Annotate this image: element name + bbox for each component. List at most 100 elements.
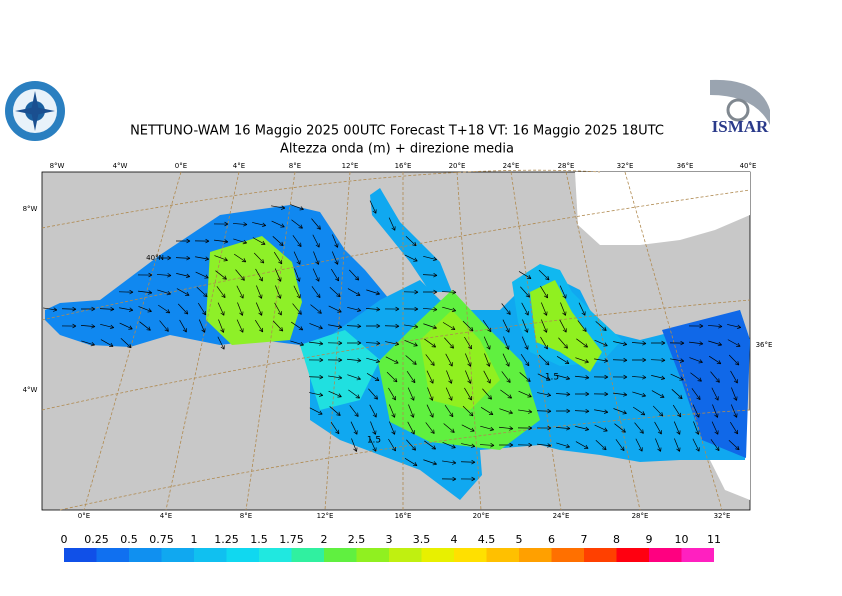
arrow: [500, 389, 512, 399]
arrow-head: [448, 379, 453, 384]
arrow: [81, 340, 95, 346]
arrow-head: [391, 226, 396, 231]
arrow: [423, 323, 437, 329]
legend-level: 1: [191, 533, 198, 546]
meridian: [165, 171, 240, 511]
arrow: [595, 321, 607, 331]
arrow-head: [259, 327, 264, 333]
arrow: [537, 373, 551, 381]
arrow-head: [680, 340, 685, 346]
arrow: [634, 422, 644, 434]
arrow-head: [622, 341, 628, 346]
arrow-head: [506, 310, 511, 315]
arrow-head: [505, 328, 510, 333]
arrow-head: [72, 323, 77, 329]
lon-label: 12°E: [317, 512, 334, 520]
lon-label: 28°E: [632, 512, 649, 520]
arrow: [540, 285, 548, 299]
arrow-head: [334, 243, 339, 248]
arrow-head: [585, 391, 590, 397]
arrow: [330, 421, 340, 435]
arrow-head: [528, 425, 533, 431]
arrow-head: [204, 256, 210, 261]
arrow-head: [319, 374, 324, 380]
arrow-head: [714, 413, 719, 418]
legend-swatch: [681, 548, 714, 562]
arrow: [536, 410, 552, 412]
arrow: [594, 409, 608, 413]
arrow-head: [486, 379, 491, 384]
lon-label: 36°E: [756, 341, 773, 349]
arrow: [555, 393, 571, 395]
arrow: [673, 421, 681, 435]
arrow: [177, 303, 189, 315]
meridian: [456, 171, 482, 511]
arrow: [176, 288, 190, 296]
lon-label: 4°W: [113, 162, 128, 170]
arrow: [309, 392, 323, 396]
arrow-head: [526, 377, 531, 382]
legend-level: 1.75: [279, 533, 304, 546]
arrow: [650, 359, 666, 361]
arrow-head: [733, 379, 738, 384]
arrow-head: [525, 293, 531, 298]
meridian: [624, 171, 723, 511]
arrow: [461, 424, 475, 432]
arrow-head: [277, 277, 282, 282]
arrow-head: [356, 307, 362, 313]
arrow: [499, 408, 513, 414]
arrow-head: [148, 290, 153, 295]
arrow-head: [411, 378, 416, 384]
arrow-head: [375, 290, 380, 296]
legend-level: 3: [386, 533, 393, 546]
arrow-head: [315, 243, 320, 248]
arrow-head: [167, 273, 172, 278]
arrow: [156, 274, 172, 276]
arrow: [347, 306, 361, 312]
arrow: [708, 355, 722, 365]
arrow-head: [259, 259, 265, 264]
arrow-head: [734, 361, 740, 366]
arrow-head: [467, 379, 472, 384]
arrow-head: [355, 394, 360, 399]
arrow-head: [129, 289, 134, 295]
arrow: [672, 404, 682, 418]
arrow-head: [621, 428, 626, 433]
legend-level: 0.75: [149, 533, 174, 546]
lon-label: 32°E: [617, 162, 634, 170]
arrow: [612, 359, 628, 361]
arrow-head: [220, 328, 225, 333]
arrow-head: [297, 310, 302, 315]
arrow: [446, 370, 452, 384]
arrow: [233, 238, 247, 244]
lon-label: 20°E: [473, 512, 490, 520]
arrow: [501, 371, 511, 383]
arrow-head: [734, 429, 739, 435]
arrow-head: [414, 324, 419, 329]
arrow-head: [318, 392, 324, 397]
arrow: [195, 271, 209, 279]
arrow-head: [146, 326, 151, 331]
arrow-head: [583, 343, 588, 348]
arrow-head: [319, 357, 324, 363]
arrow: [689, 341, 703, 345]
arrow-head: [676, 447, 681, 452]
arrow: [366, 289, 380, 295]
arrow-head: [509, 442, 514, 448]
arrow: [461, 443, 475, 447]
arrow-head: [297, 242, 302, 247]
arrow-head: [258, 294, 263, 299]
meridian: [83, 171, 182, 511]
arrow-head: [337, 324, 343, 329]
arrow-head: [356, 291, 361, 296]
arrow: [254, 319, 264, 333]
arrow: [366, 357, 380, 363]
arrow: [484, 353, 490, 367]
arrow-head: [296, 277, 301, 282]
arrow: [483, 370, 491, 384]
legend-level: 11: [707, 533, 721, 546]
arrow-head: [581, 311, 586, 316]
arrow: [423, 459, 437, 465]
arrow: [631, 342, 647, 344]
arrow-head: [660, 375, 666, 381]
